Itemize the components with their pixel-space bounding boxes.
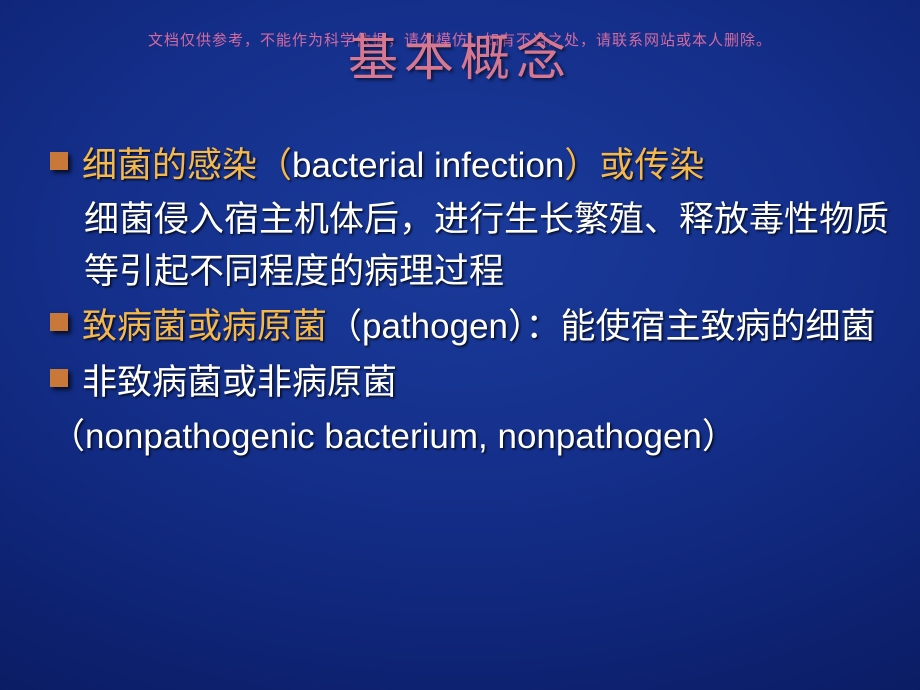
bullet-text: 细菌的感染（bacterial infection）或传染 (82, 140, 704, 192)
hl-span: ）或 (564, 146, 634, 185)
txt-span: 非致病菌或非病原菌 (82, 363, 397, 402)
bullet-icon (50, 313, 68, 331)
txt-span: ）：能使宿主致病的细菌 (508, 307, 876, 346)
slide-content: 细菌的感染（bacterial infection）或传染 细菌侵入宿主机体后，… (50, 140, 890, 467)
bullet-item-3: 非致病菌或非病原菌 （nonpathogenic bacterium, nonp… (50, 357, 890, 463)
bullet-line: 细菌的感染（bacterial infection）或传染 (50, 140, 890, 192)
bullet-line: 非致病菌或非病原菌 (50, 357, 890, 409)
bullet-item-2: 致病菌或病原菌（pathogen）：能使宿主致病的细菌 (50, 301, 890, 353)
txt-span: bacterial infection (292, 146, 564, 185)
hl-span: 致病菌或病原菌 (82, 307, 327, 346)
body-text-noindent: （nonpathogenic bacterium, nonpathogen） (50, 411, 890, 463)
body-text: 细菌侵入宿主机体后，进行生长繁殖、释放毒性物质等引起不同程度的病理过程 (84, 194, 890, 298)
bullet-text: 致病菌或病原菌（pathogen）：能使宿主致病的细菌 (82, 301, 876, 353)
bullet-item-1: 细菌的感染（bacterial infection）或传染 细菌侵入宿主机体后，… (50, 140, 890, 297)
bullet-text: 非致病菌或非病原菌 (82, 357, 397, 409)
txt-span: （ (327, 307, 362, 346)
slide-title: 基本概念 (0, 18, 920, 90)
txt-span: pathogen (362, 307, 508, 346)
bullet-icon (50, 369, 68, 387)
hl-span: 传染 (634, 146, 704, 185)
bullet-icon (50, 152, 68, 170)
hl-span: 细菌的感染（ (82, 146, 292, 185)
bullet-line: 致病菌或病原菌（pathogen）：能使宿主致病的细菌 (50, 301, 890, 353)
